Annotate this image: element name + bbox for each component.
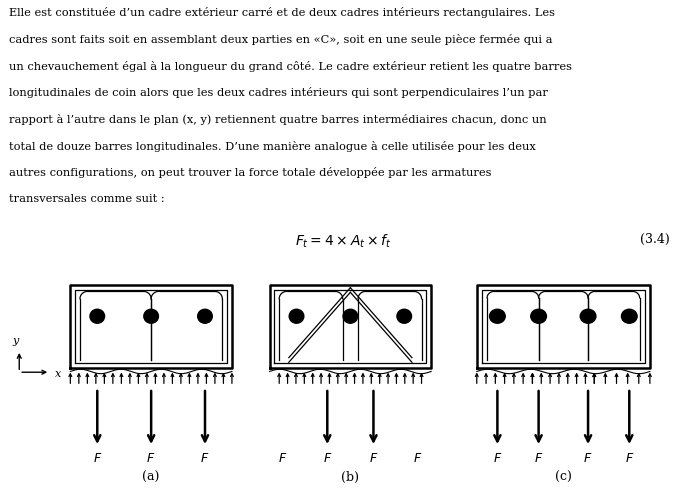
Text: (c): (c): [555, 471, 572, 484]
Text: $F$: $F$: [624, 453, 634, 465]
Text: longitudinales de coin alors que les deux cadres intérieurs qui sont perpendicul: longitudinales de coin alors que les deu…: [9, 87, 548, 98]
Text: (a): (a): [142, 471, 160, 484]
Text: $F$: $F$: [413, 453, 423, 465]
Text: $F_t = 4 \times A_t \times f_t$: $F_t = 4 \times A_t \times f_t$: [295, 233, 392, 250]
Circle shape: [397, 309, 412, 323]
Text: transversales comme suit :: transversales comme suit :: [9, 194, 165, 204]
Text: (3.4): (3.4): [640, 233, 670, 246]
Circle shape: [490, 309, 505, 323]
Circle shape: [622, 309, 637, 323]
Text: $F$: $F$: [201, 453, 210, 465]
Text: $F$: $F$: [369, 453, 378, 465]
Text: $F$: $F$: [583, 453, 593, 465]
Text: $F$: $F$: [146, 453, 156, 465]
Text: $F$: $F$: [93, 453, 102, 465]
Text: autres configurations, on peut trouver la force totale développée par les armatu: autres configurations, on peut trouver l…: [9, 167, 491, 178]
Text: y: y: [12, 336, 19, 346]
Text: $F$: $F$: [278, 453, 288, 465]
Circle shape: [289, 309, 304, 323]
Text: $F$: $F$: [493, 453, 502, 465]
Text: rapport à l’autre dans le plan (x, y) retiennent quatre barres intermédiaires ch: rapport à l’autre dans le plan (x, y) re…: [9, 114, 547, 125]
Circle shape: [144, 309, 159, 323]
Text: Elle est constituée d’un cadre extérieur carré et de deux cadres intérieurs rect: Elle est constituée d’un cadre extérieur…: [9, 7, 555, 18]
Circle shape: [90, 309, 104, 323]
Circle shape: [531, 309, 546, 323]
Text: cadres sont faits soit en assemblant deux parties en «C», soit en une seule pièc: cadres sont faits soit en assemblant deu…: [9, 34, 552, 45]
Text: total de douze barres longitudinales. D’une manière analogue à celle utilisée po: total de douze barres longitudinales. D’…: [9, 141, 536, 151]
Circle shape: [343, 309, 358, 323]
Text: $F$: $F$: [534, 453, 543, 465]
Circle shape: [581, 309, 596, 323]
Text: x: x: [55, 369, 61, 379]
Text: (b): (b): [341, 471, 359, 484]
Circle shape: [198, 309, 212, 323]
Text: un chevauchement égal à la longueur du grand côté. Le cadre extérieur retient le: un chevauchement égal à la longueur du g…: [9, 61, 572, 71]
Text: $F$: $F$: [323, 453, 332, 465]
